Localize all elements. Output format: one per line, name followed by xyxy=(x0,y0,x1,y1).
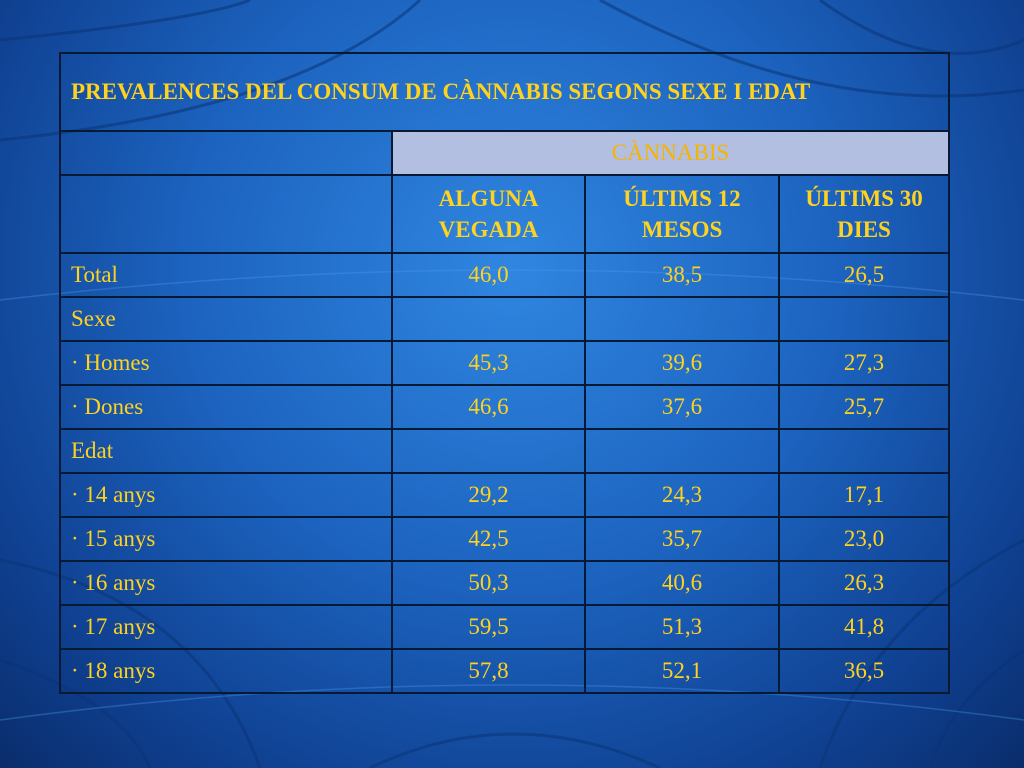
row-label: · 16 anys xyxy=(59,560,393,606)
table-cell: 57,8 xyxy=(391,648,586,694)
cannabis-prevalence-table: PREVALENCES DEL CONSUM DE CÀNNABIS SEGON… xyxy=(58,52,951,694)
table-cell: 52,1 xyxy=(584,648,780,694)
group-header-cannabis: CÀNNABIS xyxy=(390,130,951,176)
row-label: · 14 anys xyxy=(59,472,393,518)
column-header-row: ALGUNA VEGADA ÚLTIMS 12 MESOS ÚLTIMS 30 … xyxy=(59,174,951,254)
table-cell xyxy=(584,296,780,342)
row-label: Total xyxy=(59,252,393,298)
table-cell: 46,0 xyxy=(391,252,586,298)
group-header-row: CÀNNABIS xyxy=(59,130,951,176)
row-label: · 17 anys xyxy=(59,604,393,650)
table-cell: 41,8 xyxy=(777,604,951,650)
table-cell xyxy=(584,428,780,474)
table-row: · Dones 46,6 37,6 25,7 xyxy=(59,384,951,430)
table-cell: 38,5 xyxy=(584,252,780,298)
table-cell: 24,3 xyxy=(584,472,780,518)
row-label: · 15 anys xyxy=(59,516,393,562)
table-row: · 17 anys 59,5 51,3 41,8 xyxy=(59,604,951,650)
empty-cell xyxy=(59,130,393,176)
column-header: ÚLTIMS 12 MESOS xyxy=(584,174,780,254)
table-cell: 29,2 xyxy=(391,472,586,518)
table-row: Edat xyxy=(59,428,951,474)
row-label: · Dones xyxy=(59,384,393,430)
table-row: · Homes 45,3 39,6 27,3 xyxy=(59,340,951,386)
table-cell: 35,7 xyxy=(584,516,780,562)
table-cell xyxy=(777,296,951,342)
table-cell: 51,3 xyxy=(584,604,780,650)
row-label: Sexe xyxy=(59,296,393,342)
row-label: Edat xyxy=(59,428,393,474)
table-cell: 59,5 xyxy=(391,604,586,650)
table-cell xyxy=(391,428,586,474)
table-cell: 26,5 xyxy=(777,252,951,298)
table-cell xyxy=(777,428,951,474)
table-row: Sexe xyxy=(59,296,951,342)
table-cell: 25,7 xyxy=(777,384,951,430)
table-row: · 16 anys 50,3 40,6 26,3 xyxy=(59,560,951,606)
row-label: · Homes xyxy=(59,340,393,386)
empty-cell xyxy=(59,174,393,254)
column-header: ÚLTIMS 30 DIES xyxy=(777,174,951,254)
table-row: · 18 anys 57,8 52,1 36,5 xyxy=(59,648,951,694)
row-label: · 18 anys xyxy=(59,648,393,694)
table-row: Total 46,0 38,5 26,5 xyxy=(59,252,951,298)
table-cell: 26,3 xyxy=(777,560,951,606)
table-row: · 14 anys 29,2 24,3 17,1 xyxy=(59,472,951,518)
table-title-row: PREVALENCES DEL CONSUM DE CÀNNABIS SEGON… xyxy=(58,52,951,132)
table-title: PREVALENCES DEL CONSUM DE CÀNNABIS SEGON… xyxy=(58,52,951,132)
table-cell: 39,6 xyxy=(584,340,780,386)
table-cell: 50,3 xyxy=(391,560,586,606)
table-cell: 36,5 xyxy=(777,648,951,694)
table-row: · 15 anys 42,5 35,7 23,0 xyxy=(59,516,951,562)
table-cell: 37,6 xyxy=(584,384,780,430)
table-cell: 27,3 xyxy=(777,340,951,386)
table-cell: 46,6 xyxy=(391,384,586,430)
column-header: ALGUNA VEGADA xyxy=(391,174,586,254)
table-cell: 40,6 xyxy=(584,560,780,606)
table-cell: 23,0 xyxy=(777,516,951,562)
table-cell: 17,1 xyxy=(777,472,951,518)
table-cell xyxy=(391,296,586,342)
table-cell: 42,5 xyxy=(391,516,586,562)
table-cell: 45,3 xyxy=(391,340,586,386)
